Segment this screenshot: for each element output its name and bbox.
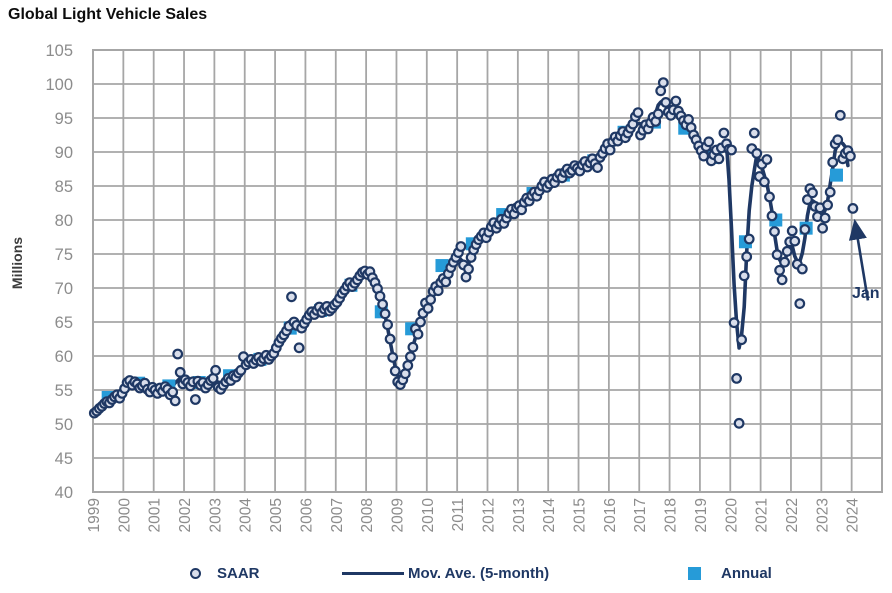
svg-text:75: 75 — [55, 246, 73, 264]
gridlines — [92, 49, 883, 493]
chart-title: Global Light Vehicle Sales — [8, 6, 208, 23]
svg-text:80: 80 — [55, 212, 73, 230]
legend-item-saar: SAAR — [190, 560, 260, 586]
svg-text:2018: 2018 — [663, 498, 680, 532]
svg-text:2009: 2009 — [389, 498, 406, 532]
legend-label-annual: Annual — [721, 564, 772, 582]
svg-text:2023: 2023 — [814, 498, 831, 532]
legend-item-annual: Annual — [688, 560, 772, 586]
svg-text:2015: 2015 — [572, 498, 589, 532]
annual-marker-icon — [688, 566, 701, 580]
svg-text:2013: 2013 — [511, 498, 528, 532]
svg-text:2002: 2002 — [177, 498, 194, 532]
svg-text:2006: 2006 — [298, 498, 315, 532]
y-axis-ticks: 40 45 50 55 60 65 70 75 80 85 90 95 100 105 — [45, 42, 73, 502]
svg-text:2005: 2005 — [268, 498, 285, 532]
svg-text:65: 65 — [55, 314, 73, 332]
svg-text:105: 105 — [45, 42, 73, 60]
x-axis-ticks: 1999 2000 2001 2002 2003 2004 2005 2006 2007 2008… — [86, 498, 862, 533]
svg-text:60: 60 — [55, 348, 73, 366]
svg-text:70: 70 — [55, 280, 73, 298]
svg-text:40: 40 — [55, 484, 73, 502]
svg-text:2001: 2001 — [147, 498, 164, 532]
svg-text:2021: 2021 — [754, 498, 771, 532]
legend-label-moving-average: Mov. Ave. (5-month) — [408, 564, 550, 582]
svg-text:2008: 2008 — [359, 498, 376, 532]
svg-text:2020: 2020 — [723, 498, 740, 533]
svg-text:90: 90 — [55, 144, 73, 162]
svg-text:2007: 2007 — [329, 498, 346, 532]
svg-text:2011: 2011 — [450, 498, 467, 531]
svg-text:55: 55 — [55, 382, 73, 400]
legend-item-moving-average: Mov. Ave. (5-month) — [342, 560, 549, 586]
svg-text:2019: 2019 — [693, 498, 710, 532]
moving-average-marker-icon — [342, 571, 404, 575]
svg-text:2004: 2004 — [238, 498, 255, 533]
legend-label-saar: SAAR — [217, 564, 260, 582]
saar-points — [88, 77, 859, 429]
svg-text:100: 100 — [45, 76, 73, 94]
svg-text:2017: 2017 — [632, 498, 649, 532]
svg-text:2014: 2014 — [541, 498, 558, 533]
svg-text:50: 50 — [55, 416, 73, 434]
svg-text:2024: 2024 — [845, 498, 862, 533]
svg-text:45: 45 — [55, 450, 73, 468]
svg-text:1999: 1999 — [86, 498, 103, 532]
jan-arrow — [848, 218, 870, 301]
svg-text:2022: 2022 — [784, 498, 801, 532]
svg-text:2012: 2012 — [481, 498, 498, 532]
svg-text:95: 95 — [55, 110, 73, 128]
svg-text:2016: 2016 — [602, 498, 619, 532]
svg-text:2000: 2000 — [116, 498, 133, 533]
svg-text:2003: 2003 — [207, 498, 224, 532]
chart-legend: SAAR Mov. Ave. (5-month) Annual — [0, 560, 892, 586]
svg-text:85: 85 — [55, 178, 73, 196]
saar-marker-icon — [190, 567, 201, 579]
jan-annotation-label: Jan — [852, 285, 880, 302]
svg-text:2010: 2010 — [420, 498, 437, 533]
